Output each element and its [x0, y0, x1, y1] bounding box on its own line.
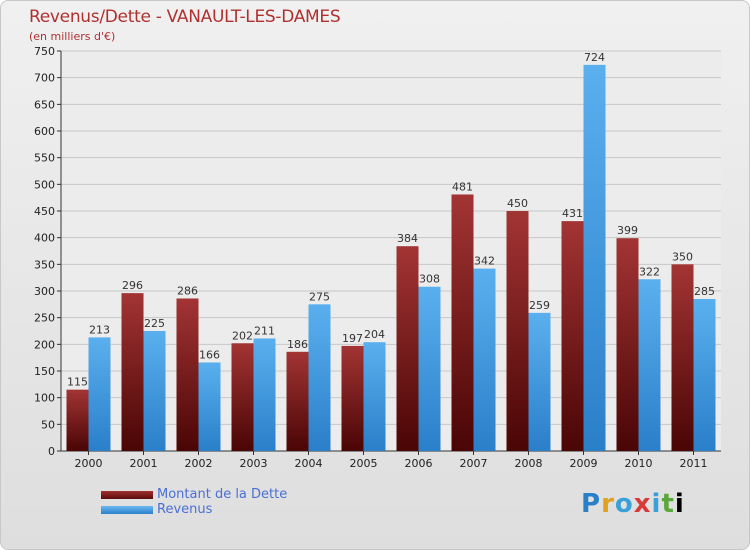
bar-revenus: [88, 337, 111, 451]
chart-title: Revenus/Dette - VANAULT-LES-DAMES: [29, 7, 341, 27]
plot-area: [61, 51, 721, 451]
y-tick-label: 600: [34, 125, 55, 138]
bar-revenus: [583, 64, 606, 451]
y-tick-label: 500: [34, 178, 55, 191]
x-tick-label: 2007: [460, 457, 488, 470]
data-label: 285: [694, 285, 715, 298]
bar-dette: [66, 389, 89, 451]
legend-swatch-revenus: [101, 505, 153, 514]
y-tick-label: 650: [34, 98, 55, 111]
legend: Montant de la Dette Revenus: [101, 487, 287, 517]
legend-label-dette: Montant de la Dette: [157, 487, 288, 502]
legend-label-revenus: Revenus: [157, 502, 213, 517]
data-label: 202: [232, 329, 253, 342]
y-tick-label: 400: [34, 232, 55, 245]
bar-dette: [121, 293, 144, 451]
bar-revenus: [143, 331, 166, 451]
bar-revenus: [253, 338, 276, 451]
data-label: 481: [452, 180, 473, 193]
bar-revenus: [638, 279, 661, 451]
data-label: 450: [507, 197, 528, 210]
data-label: 211: [254, 324, 275, 337]
data-label: 322: [639, 265, 660, 278]
x-tick-label: 2009: [570, 457, 598, 470]
data-label: 384: [397, 232, 418, 245]
data-label: 204: [364, 328, 385, 341]
y-tick-label: 0: [48, 445, 55, 458]
data-label: 399: [617, 224, 638, 237]
bar-revenus: [528, 312, 551, 451]
x-tick-label: 2004: [295, 457, 323, 470]
y-tick-label: 100: [34, 392, 55, 405]
bar-dette: [396, 246, 419, 451]
x-tick-label: 2002: [185, 457, 213, 470]
bar-dette: [616, 238, 639, 451]
bar-revenus: [198, 362, 221, 451]
bar-dette: [176, 298, 199, 451]
x-tick-label: 2008: [515, 457, 543, 470]
x-tick-label: 2003: [240, 457, 268, 470]
bar-revenus: [693, 299, 716, 451]
data-label: 724: [584, 51, 605, 64]
legend-swatch-dette: [101, 490, 153, 499]
x-tick-label: 2011: [680, 457, 708, 470]
bar-dette: [451, 194, 474, 451]
bar-dette: [561, 221, 584, 451]
y-tick-label: 700: [34, 72, 55, 85]
bar-dette: [506, 211, 529, 451]
y-tick-label: 300: [34, 285, 55, 298]
bar-dette: [231, 343, 254, 451]
legend-item-dette: Montant de la Dette: [101, 487, 287, 502]
bar-revenus: [308, 304, 331, 451]
y-tick-label: 150: [34, 365, 55, 378]
data-label: 259: [529, 299, 550, 312]
data-label: 197: [342, 332, 363, 345]
x-tick-label: 2005: [350, 457, 378, 470]
y-tick-label: 200: [34, 338, 55, 351]
data-label: 342: [474, 255, 495, 268]
bar-dette: [341, 345, 364, 451]
data-label: 115: [67, 376, 88, 389]
bar-revenus: [363, 342, 386, 451]
data-label: 275: [309, 290, 330, 303]
legend-item-revenus: Revenus: [101, 502, 287, 517]
chart-subtitle: (en milliers d'€): [29, 30, 116, 43]
y-tick-label: 450: [34, 205, 55, 218]
y-tick-label: 550: [34, 152, 55, 165]
x-tick-label: 2006: [405, 457, 433, 470]
data-label: 186: [287, 338, 308, 351]
data-label: 286: [177, 284, 198, 297]
data-label: 213: [89, 323, 110, 336]
y-tick-label: 350: [34, 258, 55, 271]
proxiti-logo: Proxiti: [581, 489, 685, 519]
y-tick-label: 50: [41, 418, 55, 431]
bar-revenus: [418, 286, 441, 451]
x-tick-label: 2000: [75, 457, 103, 470]
y-tick-label: 250: [34, 312, 55, 325]
bar-dette: [286, 351, 309, 451]
y-tick-label: 750: [34, 45, 55, 58]
data-label: 166: [199, 348, 220, 361]
x-tick-label: 2001: [130, 457, 158, 470]
data-label: 225: [144, 317, 165, 330]
data-label: 350: [672, 250, 693, 263]
x-tick-label: 2010: [625, 457, 653, 470]
data-label: 308: [419, 273, 440, 286]
bar-dette: [671, 264, 694, 451]
bar-revenus: [473, 268, 496, 451]
data-label: 296: [122, 279, 143, 292]
data-label: 431: [562, 207, 583, 220]
